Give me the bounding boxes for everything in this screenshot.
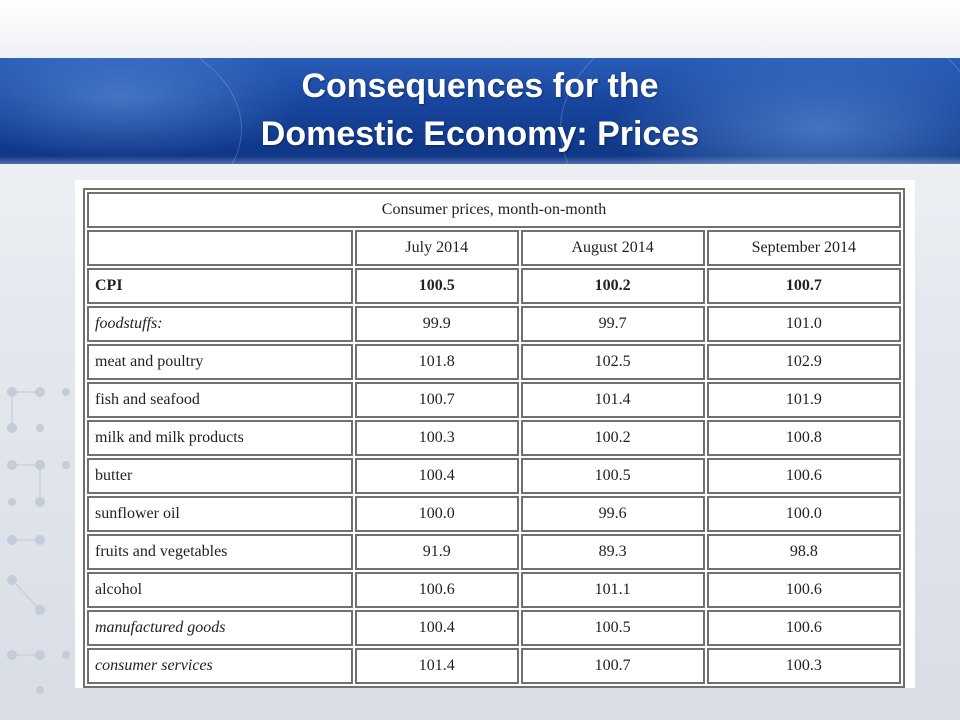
value-cell: 98.8 <box>706 534 901 570</box>
value-cell: 100.6 <box>354 572 519 608</box>
value-cell: 100.6 <box>706 610 901 646</box>
slide-title-line-1: Consequences for the <box>301 67 659 105</box>
column-header: August 2014 <box>520 230 705 266</box>
value-cell: 101.0 <box>706 306 901 342</box>
table-row: fruits and vegetables 91.9 89.3 98.8 <box>87 534 901 570</box>
column-header: July 2014 <box>354 230 519 266</box>
value-cell: 101.1 <box>520 572 705 608</box>
slide-title-line-2: Domestic Economy: Prices <box>260 115 700 153</box>
value-cell: 101.8 <box>354 344 519 380</box>
row-label: consumer services <box>87 648 353 684</box>
table-row: milk and milk products 100.3 100.2 100.8 <box>87 420 901 456</box>
value-cell: 100.5 <box>354 268 519 304</box>
value-cell: 100.7 <box>354 382 519 418</box>
row-label: CPI <box>87 268 353 304</box>
value-cell: 100.4 <box>354 458 519 494</box>
row-label: fruits and vegetables <box>87 534 353 570</box>
row-label: meat and poultry <box>87 344 353 380</box>
value-cell: 100.2 <box>520 268 705 304</box>
table-row: foodstuffs: 99.9 99.7 101.0 <box>87 306 901 342</box>
value-cell: 102.5 <box>520 344 705 380</box>
value-cell: 100.5 <box>520 610 705 646</box>
value-cell: 99.9 <box>354 306 519 342</box>
value-cell: 102.9 <box>706 344 901 380</box>
table-panel: Consumer prices, month-on-month July 201… <box>75 180 915 688</box>
table-row: butter 100.4 100.5 100.6 <box>87 458 901 494</box>
value-cell: 101.4 <box>354 648 519 684</box>
row-label: alcohol <box>87 572 353 608</box>
table-header-row: July 2014 August 2014 September 2014 <box>87 230 901 266</box>
slide-title: Consequences for the Domestic Economy: P… <box>0 62 960 158</box>
value-cell: 101.4 <box>520 382 705 418</box>
row-label: manufactured goods <box>87 610 353 646</box>
row-label: fish and seafood <box>87 382 353 418</box>
row-label: butter <box>87 458 353 494</box>
table-caption-row: Consumer prices, month-on-month <box>87 192 901 228</box>
table-row: CPI 100.5 100.2 100.7 <box>87 268 901 304</box>
table-caption: Consumer prices, month-on-month <box>87 192 901 228</box>
row-label: foodstuffs: <box>87 306 353 342</box>
value-cell: 99.6 <box>520 496 705 532</box>
value-cell: 100.5 <box>520 458 705 494</box>
top-strip <box>0 0 960 58</box>
value-cell: 100.4 <box>354 610 519 646</box>
table-row: meat and poultry 101.8 102.5 102.9 <box>87 344 901 380</box>
column-header: September 2014 <box>706 230 901 266</box>
value-cell: 100.3 <box>706 648 901 684</box>
value-cell: 91.9 <box>354 534 519 570</box>
title-banner <box>0 58 960 164</box>
value-cell: 100.8 <box>706 420 901 456</box>
table-row: fish and seafood 100.7 101.4 101.9 <box>87 382 901 418</box>
table-row: consumer services 101.4 100.7 100.3 <box>87 648 901 684</box>
row-label: sunflower oil <box>87 496 353 532</box>
table-row: sunflower oil 100.0 99.6 100.0 <box>87 496 901 532</box>
value-cell: 100.0 <box>354 496 519 532</box>
value-cell: 101.9 <box>706 382 901 418</box>
row-label: milk and milk products <box>87 420 353 456</box>
value-cell: 100.3 <box>354 420 519 456</box>
value-cell: 100.2 <box>520 420 705 456</box>
table-row: manufactured goods 100.4 100.5 100.6 <box>87 610 901 646</box>
value-cell: 89.3 <box>520 534 705 570</box>
dot-network-decoration <box>7 387 70 694</box>
value-cell: 100.7 <box>520 648 705 684</box>
value-cell: 100.6 <box>706 458 901 494</box>
header-empty-cell <box>87 230 353 266</box>
value-cell: 100.7 <box>706 268 901 304</box>
table-row: alcohol 100.6 101.1 100.6 <box>87 572 901 608</box>
value-cell: 100.0 <box>706 496 901 532</box>
value-cell: 100.6 <box>706 572 901 608</box>
value-cell: 99.7 <box>520 306 705 342</box>
consumer-prices-table: Consumer prices, month-on-month July 201… <box>83 188 905 688</box>
